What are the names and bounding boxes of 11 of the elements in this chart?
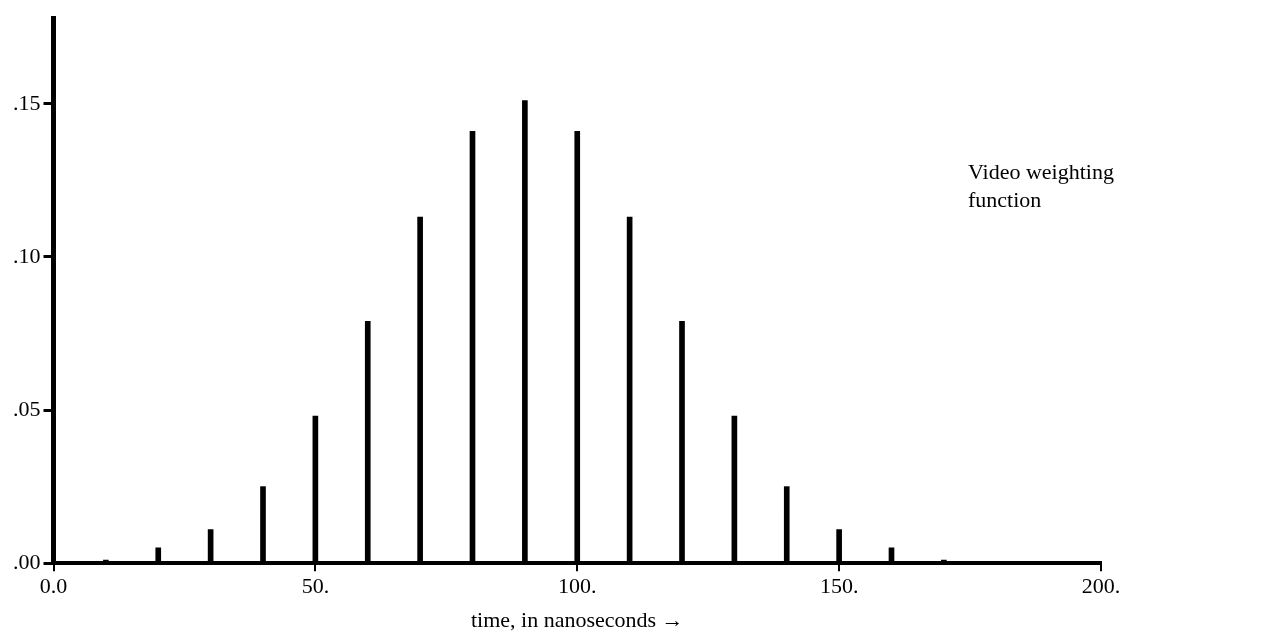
x-tick-label: 150. xyxy=(819,573,859,599)
y-tick-label: .15 xyxy=(13,89,41,115)
y-tick-label: .00 xyxy=(13,548,41,574)
x-tick-label: 0.0 xyxy=(39,573,68,599)
x-tick-label: 100. xyxy=(558,573,597,599)
x-axis-title: time, in nanoseconds → xyxy=(470,606,684,632)
annotation: Video weighting function xyxy=(968,158,1114,212)
x-tick-label: 200. xyxy=(1081,573,1121,599)
y-tick-label: .10 xyxy=(13,242,41,268)
x-tick-label: 50. xyxy=(301,573,330,599)
y-tick-label: .05 xyxy=(13,395,41,421)
